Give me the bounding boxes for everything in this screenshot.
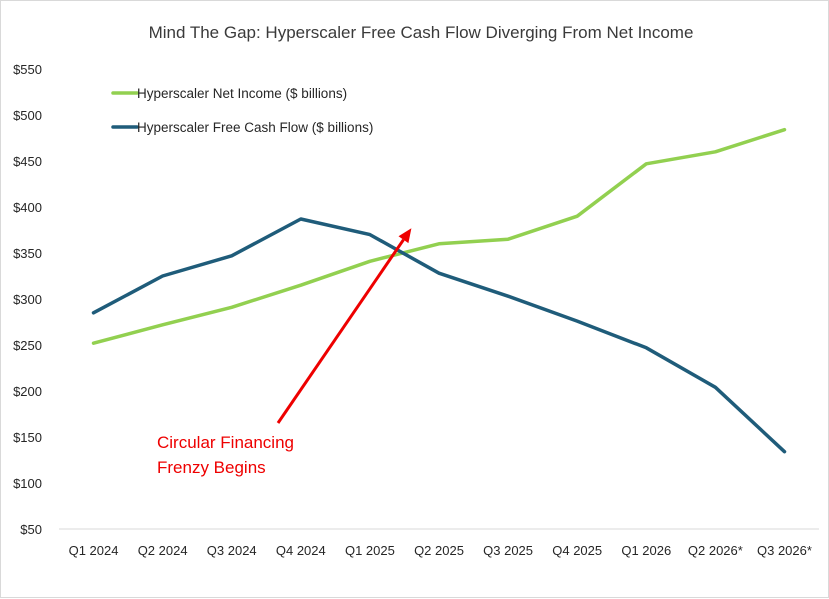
x-tick-label: Q1 2025 — [345, 543, 395, 558]
x-tick-label: Q4 2025 — [552, 543, 602, 558]
x-tick-label: Q2 2024 — [138, 543, 188, 558]
x-tick-label: Q1 2026 — [621, 543, 671, 558]
x-axis: Q1 2024 Q2 2024 Q3 2024 Q4 2024 Q1 2025 Q2 20… — [69, 543, 812, 558]
y-tick-label: $250 — [13, 338, 42, 353]
x-tick-label: Q2 2026* — [688, 543, 743, 558]
series-line-net-income — [91, 127, 787, 345]
legend: Hyperscaler Net Income ($ billions) Hype… — [111, 86, 373, 135]
series-line-free-cash-flow — [91, 217, 787, 454]
x-tick-label: Q2 2025 — [414, 543, 464, 558]
annotation-arrowhead — [398, 228, 412, 244]
y-tick-label: $400 — [13, 200, 42, 215]
legend-item-free-cash-flow: Hyperscaler Free Cash Flow ($ billions) — [111, 120, 373, 135]
x-tick-label: Q3 2026* — [757, 543, 812, 558]
annotation: Circular Financing Frenzy Begins — [157, 228, 412, 477]
y-tick-label: $550 — [13, 62, 42, 77]
y-tick-label: $300 — [13, 292, 42, 307]
annotation-line-2: Frenzy Begins — [157, 458, 266, 477]
legend-item-net-income: Hyperscaler Net Income ($ billions) — [111, 86, 347, 101]
x-tick-label: Q4 2024 — [276, 543, 326, 558]
y-tick-label: $50 — [20, 522, 42, 537]
x-tick-label: Q3 2025 — [483, 543, 533, 558]
chart-title: Mind The Gap: Hyperscaler Free Cash Flow… — [149, 23, 694, 42]
x-tick-label: Q1 2024 — [69, 543, 119, 558]
legend-label-free-cash-flow: Hyperscaler Free Cash Flow ($ billions) — [137, 120, 373, 135]
x-tick-label: Q3 2024 — [207, 543, 257, 558]
legend-label-net-income: Hyperscaler Net Income ($ billions) — [137, 86, 347, 101]
y-axis: $50 $100 $150 $200 $250 $300 $350 $400 $450 $500 $… — [13, 62, 42, 537]
y-tick-label: $200 — [13, 384, 42, 399]
series-layer — [91, 127, 787, 454]
y-tick-label: $100 — [13, 476, 42, 491]
annotation-line-1: Circular Financing — [157, 433, 294, 452]
annotation-arrow — [276, 238, 405, 424]
y-tick-label: $350 — [13, 246, 42, 261]
y-tick-label: $150 — [13, 430, 42, 445]
y-tick-label: $500 — [13, 108, 42, 123]
y-tick-label: $450 — [13, 154, 42, 169]
